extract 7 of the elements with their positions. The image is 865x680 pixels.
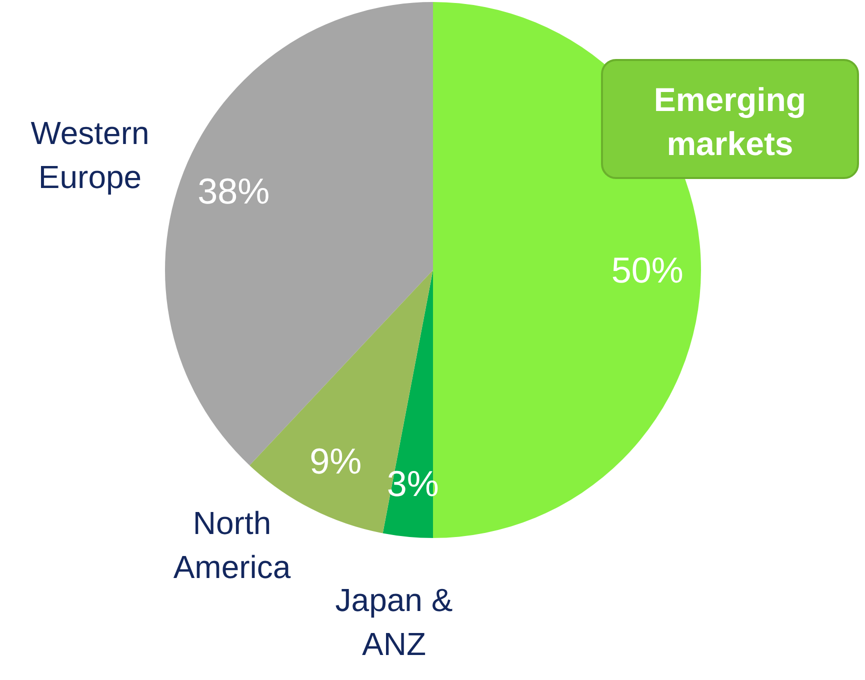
slice-label: Japan & ANZ [335,582,453,662]
slice-label: North America [173,505,291,585]
data-label: 38% [198,170,270,212]
data-label: 50% [611,250,684,290]
slice-label: Emerging markets [654,81,806,162]
slice-label: Western Europe [30,115,150,195]
data-label: 9% [310,440,362,482]
